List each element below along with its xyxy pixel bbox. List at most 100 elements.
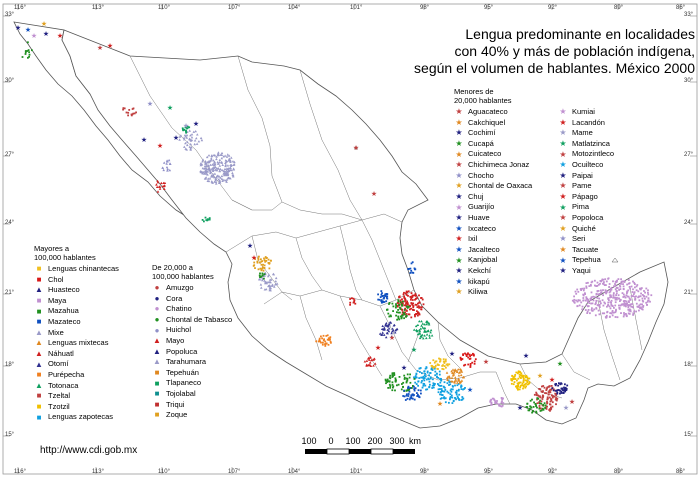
locality-point <box>417 302 419 305</box>
locality-point <box>222 174 226 177</box>
legend-item: ★ Ocuilteco <box>558 160 614 171</box>
locality-point <box>525 379 528 382</box>
longitude-label: 98° <box>420 5 430 11</box>
locality-point <box>390 331 393 335</box>
legend-item: ■ Lenguas zapotecas <box>34 412 119 423</box>
locality-point <box>200 138 204 142</box>
legend-item-label: Tojolabal <box>166 388 196 398</box>
star-marker-icon: ★ <box>411 346 417 354</box>
locality-point <box>260 269 263 272</box>
legend-item-label: Aguacateco <box>468 107 508 116</box>
locality-point <box>576 300 579 303</box>
legend-item: ★ Motozintleco <box>558 149 614 160</box>
locality-point <box>420 308 423 311</box>
locality-point <box>549 388 552 391</box>
locality-point <box>267 284 270 288</box>
square-symbol-icon: ■ <box>36 296 42 306</box>
legend-item: ■ Mazahua <box>34 306 119 317</box>
locality-point <box>467 356 470 359</box>
legend-item-label: Huichol <box>166 325 192 335</box>
locality-point <box>457 389 460 392</box>
source-url[interactable]: http://www.cdi.gob.mx <box>40 445 138 456</box>
locality-point <box>465 355 468 357</box>
locality-point <box>453 376 457 379</box>
locality-point <box>215 157 218 161</box>
legend-item: ● Cora <box>152 294 232 305</box>
locality-point <box>639 287 641 290</box>
locality-point <box>404 307 406 310</box>
locality-point <box>502 402 505 404</box>
locality-point <box>402 314 404 317</box>
locality-point <box>398 318 401 321</box>
locality-point <box>413 378 416 380</box>
legend-item: ★ Kekchí <box>454 266 558 277</box>
locality-point <box>409 272 412 274</box>
locality-point <box>473 362 476 365</box>
locality-point <box>521 374 523 377</box>
locality-point <box>454 378 457 381</box>
locality-point <box>404 399 407 401</box>
legend-item-label: Cucapá <box>468 138 494 148</box>
longitude-label: 113° <box>92 469 104 475</box>
locality-point <box>611 311 614 313</box>
locality-point <box>429 328 433 332</box>
locality-point <box>386 295 389 298</box>
locality-point <box>127 114 129 117</box>
locality-point <box>387 387 390 389</box>
locality-point <box>405 381 408 384</box>
legend-item: ★ Chichimeca Jonaz <box>454 160 558 171</box>
locality-point <box>541 390 543 393</box>
locality-point <box>261 272 264 275</box>
locality-point <box>402 395 405 397</box>
locality-point <box>387 312 390 315</box>
locality-point <box>539 402 541 405</box>
locality-point <box>423 379 426 382</box>
legend-item: ■ Triqui <box>152 400 232 411</box>
locality-point <box>166 169 169 172</box>
locality-point <box>604 289 607 292</box>
locality-point <box>622 283 624 285</box>
locality-point <box>490 398 493 401</box>
longitude-label: 107° <box>228 5 241 11</box>
locality-point <box>261 274 264 277</box>
locality-point <box>207 154 211 157</box>
locality-point <box>642 300 645 303</box>
locality-point <box>229 168 232 171</box>
locality-point <box>612 294 615 297</box>
locality-point <box>584 293 586 295</box>
star-symbol-icon: ★ <box>455 139 463 149</box>
locality-point <box>399 315 402 318</box>
locality-point <box>474 358 477 361</box>
locality-point <box>204 170 207 174</box>
legend-item: ■ Mazateco <box>34 317 119 328</box>
locality-point <box>188 145 192 148</box>
legend-item: ★ kikapú <box>454 277 558 288</box>
star-symbol-icon: ★ <box>455 202 463 212</box>
locality-point <box>351 297 353 300</box>
locality-point <box>393 372 396 374</box>
legend-item: ▲ Lenguas mixtecas <box>34 338 119 349</box>
longitude-label: 101° <box>350 5 363 11</box>
legend-item-label: Tepehua <box>572 255 601 265</box>
locality-point <box>429 377 432 380</box>
locality-point <box>642 306 644 308</box>
legend-item: ■ Tlapaneco <box>152 378 232 389</box>
locality-point <box>449 383 452 386</box>
locality-point <box>386 325 390 328</box>
locality-point <box>449 380 453 383</box>
legend-item: ★ Paipai <box>558 171 614 182</box>
locality-point <box>403 291 405 294</box>
locality-point <box>394 380 397 383</box>
locality-point <box>564 383 566 386</box>
star-symbol-icon: ★ <box>455 287 463 297</box>
locality-point <box>619 300 621 302</box>
locality-point <box>633 291 636 294</box>
locality-point <box>552 388 555 391</box>
legend-item-label: Pápago <box>572 191 598 201</box>
locality-point <box>584 309 587 311</box>
longitude-label: 104° <box>288 469 301 475</box>
locality-point <box>615 310 617 312</box>
locality-point <box>263 288 267 291</box>
locality-point <box>417 320 421 323</box>
mainland-outline <box>61 29 669 429</box>
